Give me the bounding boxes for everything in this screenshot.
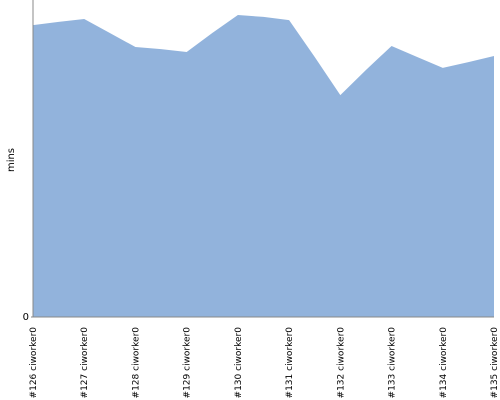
area — [33, 15, 494, 318]
x-tick-label: #128 ciworker0 — [131, 327, 141, 399]
y-tick-label: 0 — [23, 312, 29, 323]
x-tick-label: #133 ciworker0 — [388, 327, 398, 399]
x-tick-label: #129 ciworker0 — [183, 327, 193, 399]
y-axis-label: mins — [6, 148, 17, 172]
x-tick-label: #135 ciworker0 — [490, 327, 500, 399]
x-tick-label: #130 ciworker0 — [234, 327, 244, 399]
x-tick-label: #126 ciworker0 — [29, 327, 39, 399]
x-tick-label: #132 ciworker0 — [336, 327, 346, 399]
x-tick-label: #131 ciworker0 — [285, 327, 295, 399]
x-tick-label: #127 ciworker0 — [80, 327, 90, 399]
x-tick-label: #134 ciworker0 — [439, 327, 449, 399]
